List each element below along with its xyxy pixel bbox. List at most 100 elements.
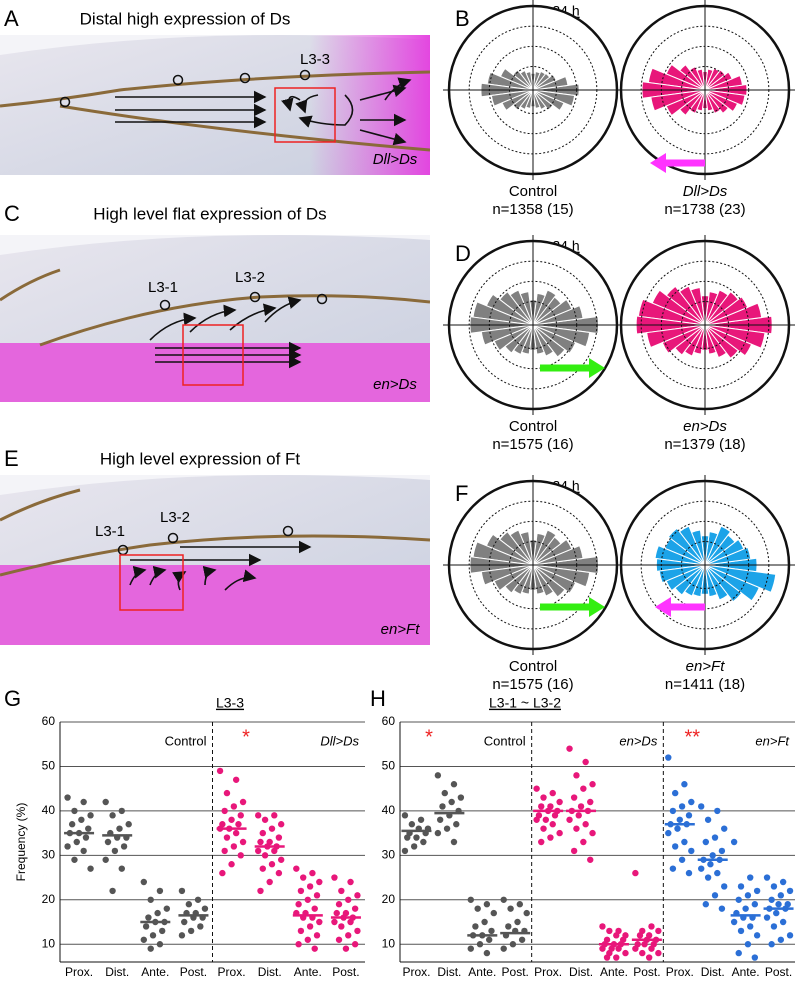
rose-sector bbox=[532, 73, 557, 91]
group-name: Control bbox=[484, 733, 526, 748]
rose-sector bbox=[665, 89, 706, 117]
data-point bbox=[140, 878, 148, 886]
data-point bbox=[295, 941, 302, 948]
data-point bbox=[80, 798, 87, 806]
arrow bbox=[359, 129, 407, 146]
panel-title: High level expression of Ft bbox=[100, 449, 301, 468]
data-point bbox=[698, 865, 705, 872]
data-point bbox=[413, 834, 420, 841]
data-point bbox=[744, 892, 752, 899]
data-point bbox=[82, 834, 90, 841]
data-point bbox=[140, 936, 148, 943]
data-point bbox=[420, 838, 427, 846]
rose-n: n=1575 (16) bbox=[492, 676, 573, 693]
data-point bbox=[194, 896, 202, 903]
landmark bbox=[167, 532, 179, 544]
data-point bbox=[450, 838, 458, 846]
data-point bbox=[770, 923, 778, 930]
data-point bbox=[566, 816, 573, 823]
rose-sector bbox=[704, 531, 719, 566]
data-point bbox=[417, 816, 425, 823]
data-point bbox=[457, 794, 465, 801]
rose-sector bbox=[532, 289, 557, 326]
x-tick-label: Dist. bbox=[105, 965, 129, 979]
x-tick-label: Ante. bbox=[294, 965, 322, 979]
data-point bbox=[306, 883, 314, 890]
data-point bbox=[156, 941, 164, 948]
data-point bbox=[599, 923, 606, 930]
data-point bbox=[671, 843, 679, 850]
rose-sector bbox=[674, 324, 706, 356]
data-point bbox=[223, 789, 231, 797]
y-tick-label: 40 bbox=[42, 803, 56, 817]
rose-n: n=1358 (15) bbox=[492, 201, 573, 218]
data-point bbox=[538, 838, 545, 846]
x-tick-label: Post. bbox=[765, 965, 792, 979]
rose-sector bbox=[704, 89, 746, 107]
data-point bbox=[770, 883, 778, 890]
data-point bbox=[476, 941, 484, 948]
data-point bbox=[197, 923, 204, 930]
rose-sector bbox=[683, 324, 706, 357]
data-point bbox=[216, 767, 224, 775]
data-point bbox=[109, 812, 116, 819]
data-point bbox=[102, 798, 109, 806]
panel-label: E bbox=[4, 446, 19, 471]
data-point bbox=[599, 945, 606, 952]
data-point bbox=[639, 949, 646, 957]
data-point bbox=[271, 812, 278, 819]
rose-sector bbox=[532, 71, 541, 91]
arrow bbox=[295, 94, 319, 114]
rose-name: Dll>Ds bbox=[683, 183, 728, 200]
data-point bbox=[467, 896, 474, 903]
data-point bbox=[163, 905, 171, 912]
data-point bbox=[313, 892, 321, 899]
data-point bbox=[575, 812, 582, 819]
data-point bbox=[589, 781, 596, 788]
data-point bbox=[523, 909, 530, 917]
data-point bbox=[753, 932, 761, 939]
data-point bbox=[311, 905, 318, 912]
data-point bbox=[306, 923, 314, 930]
rose-sector bbox=[704, 68, 714, 91]
data-point bbox=[109, 887, 116, 895]
y-tick-label: 50 bbox=[42, 759, 56, 773]
data-point bbox=[587, 856, 594, 863]
data-point bbox=[125, 821, 132, 828]
data-point bbox=[230, 803, 238, 810]
data-point bbox=[351, 941, 359, 948]
y-tick-label: 60 bbox=[382, 714, 396, 728]
data-point bbox=[293, 865, 300, 872]
data-point bbox=[641, 941, 648, 948]
data-point bbox=[551, 812, 559, 819]
roi-box bbox=[274, 87, 336, 143]
data-point bbox=[254, 812, 262, 819]
rose-sector bbox=[667, 527, 706, 566]
rose-sector bbox=[532, 564, 591, 588]
data-point bbox=[178, 932, 186, 939]
data-point bbox=[488, 927, 495, 935]
wing-image bbox=[0, 35, 430, 175]
data-point bbox=[261, 816, 269, 823]
data-point bbox=[704, 816, 712, 823]
wing-image bbox=[0, 475, 430, 645]
arrow bbox=[189, 304, 237, 333]
data-point bbox=[120, 843, 128, 850]
data-point bbox=[338, 923, 345, 930]
data-point bbox=[768, 941, 775, 948]
x-tick-label: Prox. bbox=[402, 965, 430, 979]
data-point bbox=[85, 825, 92, 832]
data-point bbox=[64, 794, 71, 801]
landmark bbox=[249, 291, 261, 303]
group-name: Control bbox=[165, 733, 207, 748]
data-point bbox=[351, 905, 359, 912]
data-point bbox=[228, 816, 235, 823]
data-point bbox=[485, 936, 493, 943]
rose-sector bbox=[512, 564, 534, 596]
data-point bbox=[698, 803, 705, 810]
rose-n: n=1738 (23) bbox=[664, 201, 745, 218]
data-point bbox=[721, 883, 728, 890]
rose-sector bbox=[692, 564, 706, 598]
data-point bbox=[436, 816, 444, 823]
